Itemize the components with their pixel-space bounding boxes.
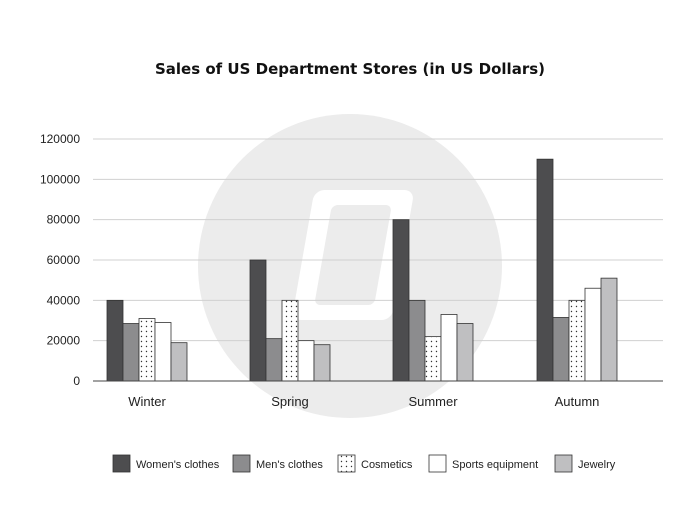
legend-label: Sports equipment	[452, 459, 538, 471]
bar-women-s-clothes-winter	[106, 299, 124, 382]
bar-jewelry-summer	[456, 323, 474, 382]
bar-sports-equipment-winter	[154, 322, 172, 382]
bar-women-s-clothes-summer	[392, 219, 410, 382]
legend-swatch	[337, 454, 356, 473]
gridlines	[93, 138, 663, 342]
y-tick-label: 120000	[40, 132, 80, 146]
bar-cosmetics-winter	[138, 318, 156, 382]
y-tick-label: 60000	[47, 253, 81, 267]
bar-women-s-clothes-autumn	[536, 158, 554, 382]
bar-men-s-clothes-spring	[265, 338, 283, 382]
y-tick-label: 20000	[47, 334, 81, 348]
bar-jewelry-winter	[170, 342, 188, 382]
bar-jewelry-spring	[313, 344, 331, 382]
legend-label: Jewelry	[578, 459, 616, 471]
chart-title: Sales of US Department Stores (in US Dol…	[155, 60, 545, 78]
bar-cosmetics-autumn	[568, 299, 586, 382]
y-tick-label: 80000	[47, 213, 81, 227]
y-tick-label: 40000	[47, 293, 81, 307]
legend-swatch	[112, 454, 131, 473]
bar-sports-equipment-summer	[440, 314, 458, 382]
bar-men-s-clothes-autumn	[552, 317, 570, 382]
bar-women-s-clothes-spring	[249, 259, 267, 382]
bar-sports-equipment-autumn	[584, 287, 602, 382]
x-axis-labels: Winter Spring Summer Autumn	[128, 394, 599, 409]
y-axis-ticks: 0 20000 40000 60000 80000 100000 120000	[40, 132, 80, 388]
x-tick-label: Winter	[128, 394, 166, 409]
legend-label: Women's clothes	[136, 459, 220, 471]
legend-label: Men's clothes	[256, 459, 323, 471]
legend-swatch	[232, 454, 251, 473]
legend: Women's clothes Men's clothes Cosmetics Spo…	[112, 454, 616, 473]
legend-swatch	[554, 454, 573, 473]
bar-men-s-clothes-summer	[408, 299, 426, 382]
x-tick-label: Spring	[271, 394, 309, 409]
bar-men-s-clothes-winter	[122, 323, 140, 382]
legend-label: Cosmetics	[361, 459, 413, 471]
x-tick-label: Autumn	[555, 394, 600, 409]
legend-swatch	[428, 454, 447, 473]
bar-sports-equipment-spring	[297, 340, 315, 382]
bar-jewelry-autumn	[600, 277, 618, 382]
bar-cosmetics-spring	[281, 299, 299, 382]
x-tick-label: Summer	[408, 394, 458, 409]
y-tick-label: 0	[73, 374, 80, 388]
bar-cosmetics-summer	[424, 336, 442, 382]
y-tick-label: 100000	[40, 172, 80, 186]
